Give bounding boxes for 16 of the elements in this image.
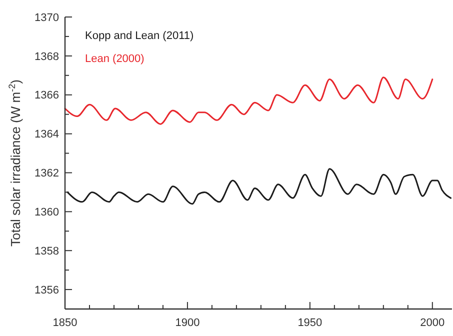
- y-tick-label: 1368: [34, 50, 59, 63]
- x-tick-label: 1850: [52, 317, 78, 329]
- y-tick-label: 1366: [34, 90, 59, 102]
- line-series: [64, 76, 434, 125]
- y-tick-label: 1358: [34, 245, 59, 258]
- y-tick-label: 1362: [34, 168, 59, 180]
- y-tick-label: 1360: [34, 206, 59, 219]
- x-tick-label: 1950: [298, 317, 322, 329]
- y-tick-label: 1364: [34, 128, 59, 141]
- x-tick-label: 1900: [175, 317, 200, 329]
- text: Kopp and Lean (2011): [85, 30, 194, 42]
- x-tick-label: 2000: [420, 317, 445, 329]
- y-tick-label: 1370: [34, 12, 59, 24]
- line-series: [66, 168, 452, 205]
- y-tick-label: 1356: [34, 284, 59, 296]
- text: Lean (2000): [85, 53, 144, 65]
